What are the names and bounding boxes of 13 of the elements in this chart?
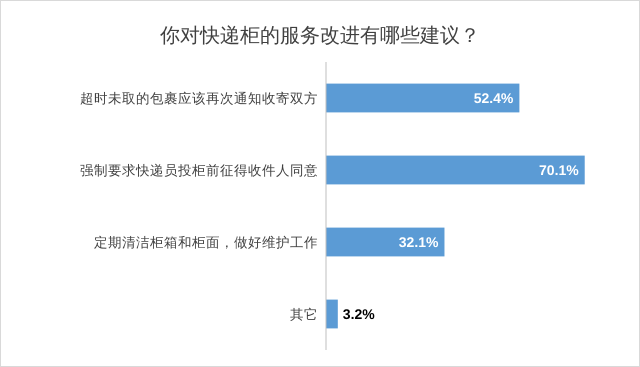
data-label: 3.2% bbox=[342, 306, 376, 322]
y-tick-label: 其它 bbox=[290, 307, 318, 322]
y-tick-label: 定期清洁柜箱和柜面，做好维护工作 bbox=[94, 235, 318, 250]
data-label: 70.1% bbox=[539, 162, 580, 178]
chart-title: 你对快递柜的服务改进有哪些建议？ bbox=[159, 25, 480, 47]
y-tick-label: 超时未取的包裹应该再次通知收寄双方 bbox=[80, 91, 318, 106]
y-tick-label: 强制要求快递员投柜前征得收件人同意 bbox=[80, 163, 318, 178]
data-label: 52.4% bbox=[474, 90, 514, 106]
data-label: 32.1% bbox=[398, 234, 440, 250]
bar bbox=[326, 156, 585, 184]
bar bbox=[326, 300, 338, 328]
bar bbox=[326, 84, 520, 112]
bar bbox=[326, 228, 444, 256]
